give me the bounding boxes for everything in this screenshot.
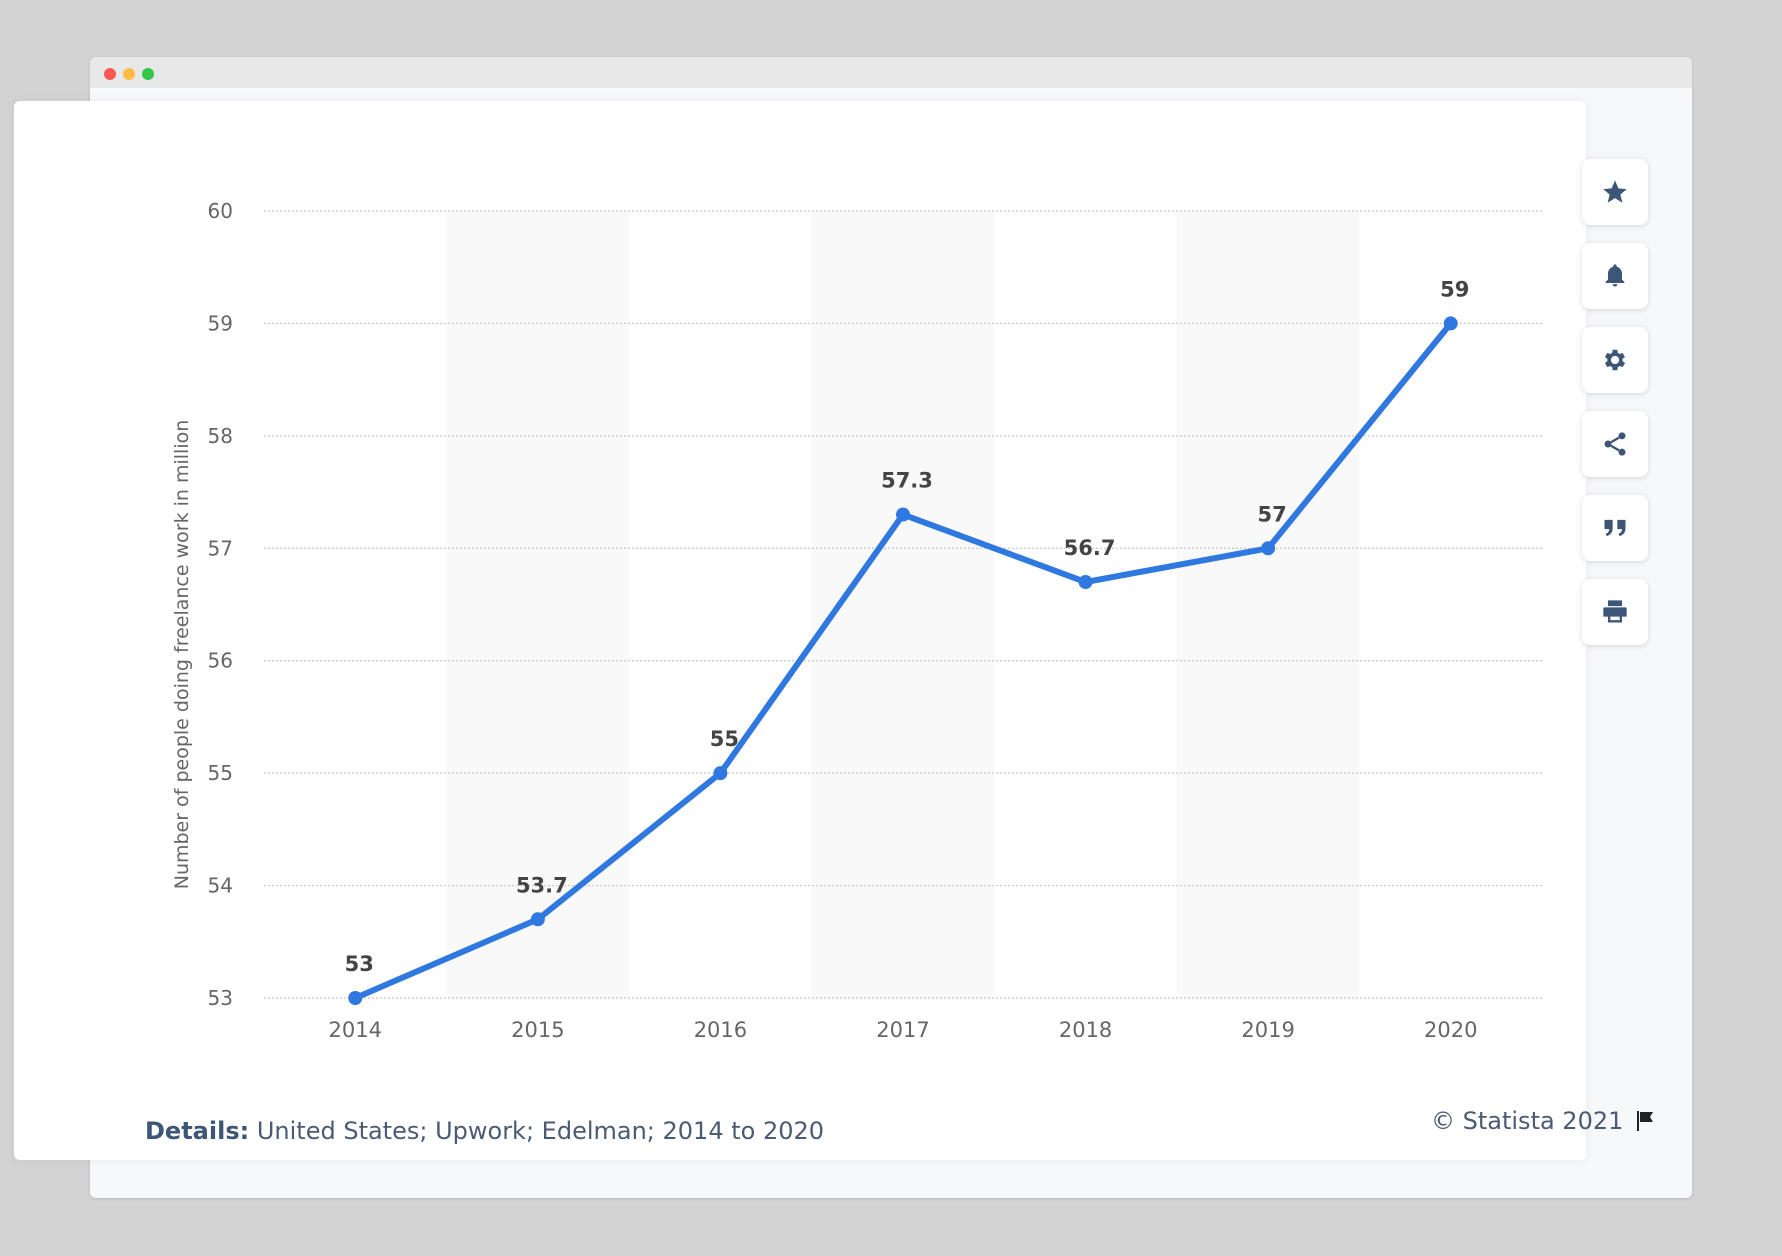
chart-details: Details: United States; Upwork; Edelman;… — [145, 1117, 824, 1145]
chart-toolbar — [1582, 159, 1650, 663]
share-icon — [1604, 432, 1626, 456]
print-button[interactable] — [1582, 579, 1648, 645]
x-tick-label: 2019 — [1241, 1018, 1294, 1042]
favorite-button[interactable] — [1582, 159, 1648, 225]
y-tick-label: 53 — [208, 986, 233, 1010]
quote-icon — [1604, 519, 1626, 537]
maximize-window-button[interactable] — [142, 68, 154, 80]
data-point — [896, 507, 910, 522]
bell-icon — [1605, 264, 1625, 287]
y-tick-label: 57 — [208, 536, 233, 560]
data-point — [348, 991, 363, 1005]
y-tick-label: 59 — [208, 311, 233, 335]
y-tick-label: 58 — [208, 424, 233, 448]
y-tick-label: 56 — [208, 649, 233, 673]
x-tick-label: 2020 — [1424, 1018, 1477, 1042]
flag-icon[interactable] — [1633, 1109, 1657, 1133]
minimize-window-button[interactable] — [123, 68, 135, 80]
gear-icon — [1604, 349, 1626, 371]
x-tick-label: 2018 — [1059, 1018, 1112, 1042]
print-icon — [1603, 600, 1627, 623]
data-label: 55 — [710, 727, 739, 751]
star-icon — [1603, 180, 1627, 203]
cite-button[interactable] — [1582, 495, 1648, 561]
data-label: 53.7 — [516, 873, 568, 897]
copyright[interactable]: © Statista 2021 — [1431, 1107, 1657, 1135]
data-point — [713, 766, 728, 781]
data-point — [530, 912, 545, 927]
data-point — [1443, 316, 1458, 331]
x-tick-label: 2014 — [329, 1018, 382, 1042]
y-tick-label: 55 — [208, 761, 233, 785]
y-tick-label: 60 — [208, 199, 233, 223]
details-text: United States; Upwork; Edelman; 2014 to … — [256, 1117, 825, 1145]
data-label: 59 — [1440, 277, 1469, 301]
title-bar — [90, 57, 1692, 88]
data-label: 56.7 — [1064, 536, 1116, 560]
x-tick-label: 2016 — [694, 1018, 747, 1042]
close-window-button[interactable] — [104, 68, 116, 80]
settings-button[interactable] — [1582, 327, 1648, 393]
data-label: 53 — [345, 952, 374, 976]
x-tick-label: 2017 — [876, 1018, 929, 1042]
notification-button[interactable] — [1582, 243, 1648, 309]
data-label: 57 — [1258, 502, 1287, 526]
copyright-text: © Statista 2021 — [1431, 1107, 1624, 1135]
column-band — [1176, 211, 1360, 998]
x-tick-label: 2015 — [511, 1018, 564, 1042]
y-axis-title: Number of people doing freelance work in… — [171, 420, 193, 890]
share-button[interactable] — [1582, 411, 1648, 477]
y-tick-label: 54 — [208, 874, 233, 898]
data-point — [1078, 575, 1093, 590]
data-point — [1261, 541, 1276, 556]
data-label: 57.3 — [881, 469, 933, 493]
details-label: Details: — [145, 1117, 250, 1145]
